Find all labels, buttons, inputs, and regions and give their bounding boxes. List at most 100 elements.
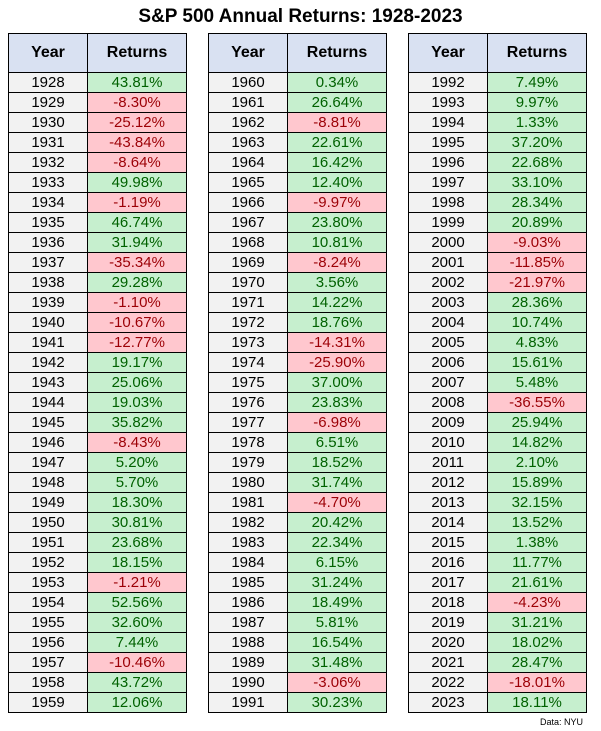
year-cell: 1984 bbox=[208, 552, 288, 573]
return-cell: 0.34% bbox=[287, 72, 387, 93]
return-cell: 9.97% bbox=[487, 92, 587, 113]
year-cell: 2021 bbox=[408, 652, 488, 673]
year-cell: 1985 bbox=[208, 572, 288, 593]
year-cell: 1939 bbox=[8, 292, 88, 313]
return-cell: -36.55% bbox=[487, 392, 587, 413]
return-cell: 18.02% bbox=[487, 632, 587, 653]
return-cell: 18.76% bbox=[287, 312, 387, 333]
return-cell: 18.52% bbox=[287, 452, 387, 473]
year-cell: 1994 bbox=[408, 112, 488, 133]
year-cell: 1969 bbox=[208, 252, 288, 273]
return-cell: 28.36% bbox=[487, 292, 587, 313]
table-row: 1972 18.76% bbox=[208, 312, 387, 333]
return-cell: 5.70% bbox=[87, 472, 187, 493]
year-cell: 2005 bbox=[408, 332, 488, 353]
source-note: Data: NYU bbox=[539, 717, 583, 727]
table-row: 1996 22.68% bbox=[408, 152, 587, 173]
table-row: 1934 -1.19% bbox=[8, 192, 187, 213]
return-cell: 16.54% bbox=[287, 632, 387, 653]
year-cell: 1982 bbox=[208, 512, 288, 533]
year-cell: 2007 bbox=[408, 372, 488, 393]
year-cell: 1990 bbox=[208, 672, 288, 693]
table-row: 1960 0.34% bbox=[208, 72, 387, 93]
return-cell: 21.61% bbox=[487, 572, 587, 593]
year-cell: 2003 bbox=[408, 292, 488, 313]
table-row: 1942 19.17% bbox=[8, 352, 187, 373]
table-row: 1930 -25.12% bbox=[8, 112, 187, 133]
return-cell: -14.31% bbox=[287, 332, 387, 353]
table-row: 1988 16.54% bbox=[208, 632, 387, 653]
return-cell: -8.24% bbox=[287, 252, 387, 273]
return-cell: 31.74% bbox=[287, 472, 387, 493]
year-cell: 1931 bbox=[8, 132, 88, 153]
table-row: 1977 -6.98% bbox=[208, 412, 387, 433]
return-cell: -25.90% bbox=[287, 352, 387, 373]
year-cell: 1936 bbox=[8, 232, 88, 253]
year-cell: 1954 bbox=[8, 592, 88, 613]
returns-header: Returns bbox=[87, 33, 187, 73]
return-cell: 14.22% bbox=[287, 292, 387, 313]
table-row: 1971 14.22% bbox=[208, 292, 387, 313]
table-row: 1951 23.68% bbox=[8, 532, 187, 553]
return-cell: 30.23% bbox=[287, 692, 387, 713]
return-cell: 11.77% bbox=[487, 552, 587, 573]
chart-title: S&P 500 Annual Returns: 1928-2023 bbox=[138, 6, 463, 27]
table-row: 1995 37.20% bbox=[408, 132, 587, 153]
year-cell: 1966 bbox=[208, 192, 288, 213]
year-cell: 1974 bbox=[208, 352, 288, 373]
year-cell: 1956 bbox=[8, 632, 88, 653]
return-cell: -4.70% bbox=[287, 492, 387, 513]
return-cell: 23.68% bbox=[87, 532, 187, 553]
return-cell: 18.15% bbox=[87, 552, 187, 573]
year-cell: 1987 bbox=[208, 612, 288, 633]
table-row: 1944 19.03% bbox=[8, 392, 187, 413]
year-cell: 1978 bbox=[208, 432, 288, 453]
return-cell: 20.42% bbox=[287, 512, 387, 533]
year-cell: 1941 bbox=[8, 332, 88, 353]
return-cell: 30.81% bbox=[87, 512, 187, 533]
return-cell: 7.49% bbox=[487, 72, 587, 93]
table-row: 2021 28.47% bbox=[408, 652, 587, 673]
return-cell: -3.06% bbox=[287, 672, 387, 693]
table-row: 1964 16.42% bbox=[208, 152, 387, 173]
table-row: 1949 18.30% bbox=[8, 492, 187, 513]
year-cell: 2008 bbox=[408, 392, 488, 413]
return-cell: 7.44% bbox=[87, 632, 187, 653]
table-row: 1932 -8.64% bbox=[8, 152, 187, 173]
table-row: 1986 18.49% bbox=[208, 592, 387, 613]
table-row: 2013 32.15% bbox=[408, 492, 587, 513]
year-header: Year bbox=[408, 33, 488, 73]
year-cell: 1947 bbox=[8, 452, 88, 473]
year-cell: 2016 bbox=[408, 552, 488, 573]
year-cell: 1963 bbox=[208, 132, 288, 153]
table-row: 1967 23.80% bbox=[208, 212, 387, 233]
year-cell: 1951 bbox=[8, 532, 88, 553]
return-cell: 52.56% bbox=[87, 592, 187, 613]
table-row: 2015 1.38% bbox=[408, 532, 587, 553]
table-row: 1929 -8.30% bbox=[8, 92, 187, 113]
table-row: 1957 -10.46% bbox=[8, 652, 187, 673]
return-cell: 15.61% bbox=[487, 352, 587, 373]
table-row: 2006 15.61% bbox=[408, 352, 587, 373]
table-row: 1987 5.81% bbox=[208, 612, 387, 633]
return-cell: 22.61% bbox=[287, 132, 387, 153]
year-cell: 2023 bbox=[408, 692, 488, 713]
return-cell: 5.20% bbox=[87, 452, 187, 473]
year-cell: 1945 bbox=[8, 412, 88, 433]
year-cell: 2010 bbox=[408, 432, 488, 453]
return-cell: 3.56% bbox=[287, 272, 387, 293]
year-cell: 1998 bbox=[408, 192, 488, 213]
year-cell: 1949 bbox=[8, 492, 88, 513]
table-row: 1999 20.89% bbox=[408, 212, 587, 233]
table-row: 1931 -43.84% bbox=[8, 132, 187, 153]
return-cell: 29.28% bbox=[87, 272, 187, 293]
return-cell: -4.23% bbox=[487, 592, 587, 613]
year-cell: 1961 bbox=[208, 92, 288, 113]
return-cell: 35.82% bbox=[87, 412, 187, 433]
year-cell: 1935 bbox=[8, 212, 88, 233]
year-cell: 1989 bbox=[208, 652, 288, 673]
year-cell: 1975 bbox=[208, 372, 288, 393]
return-cell: -43.84% bbox=[87, 132, 187, 153]
year-cell: 1972 bbox=[208, 312, 288, 333]
year-cell: 1977 bbox=[208, 412, 288, 433]
